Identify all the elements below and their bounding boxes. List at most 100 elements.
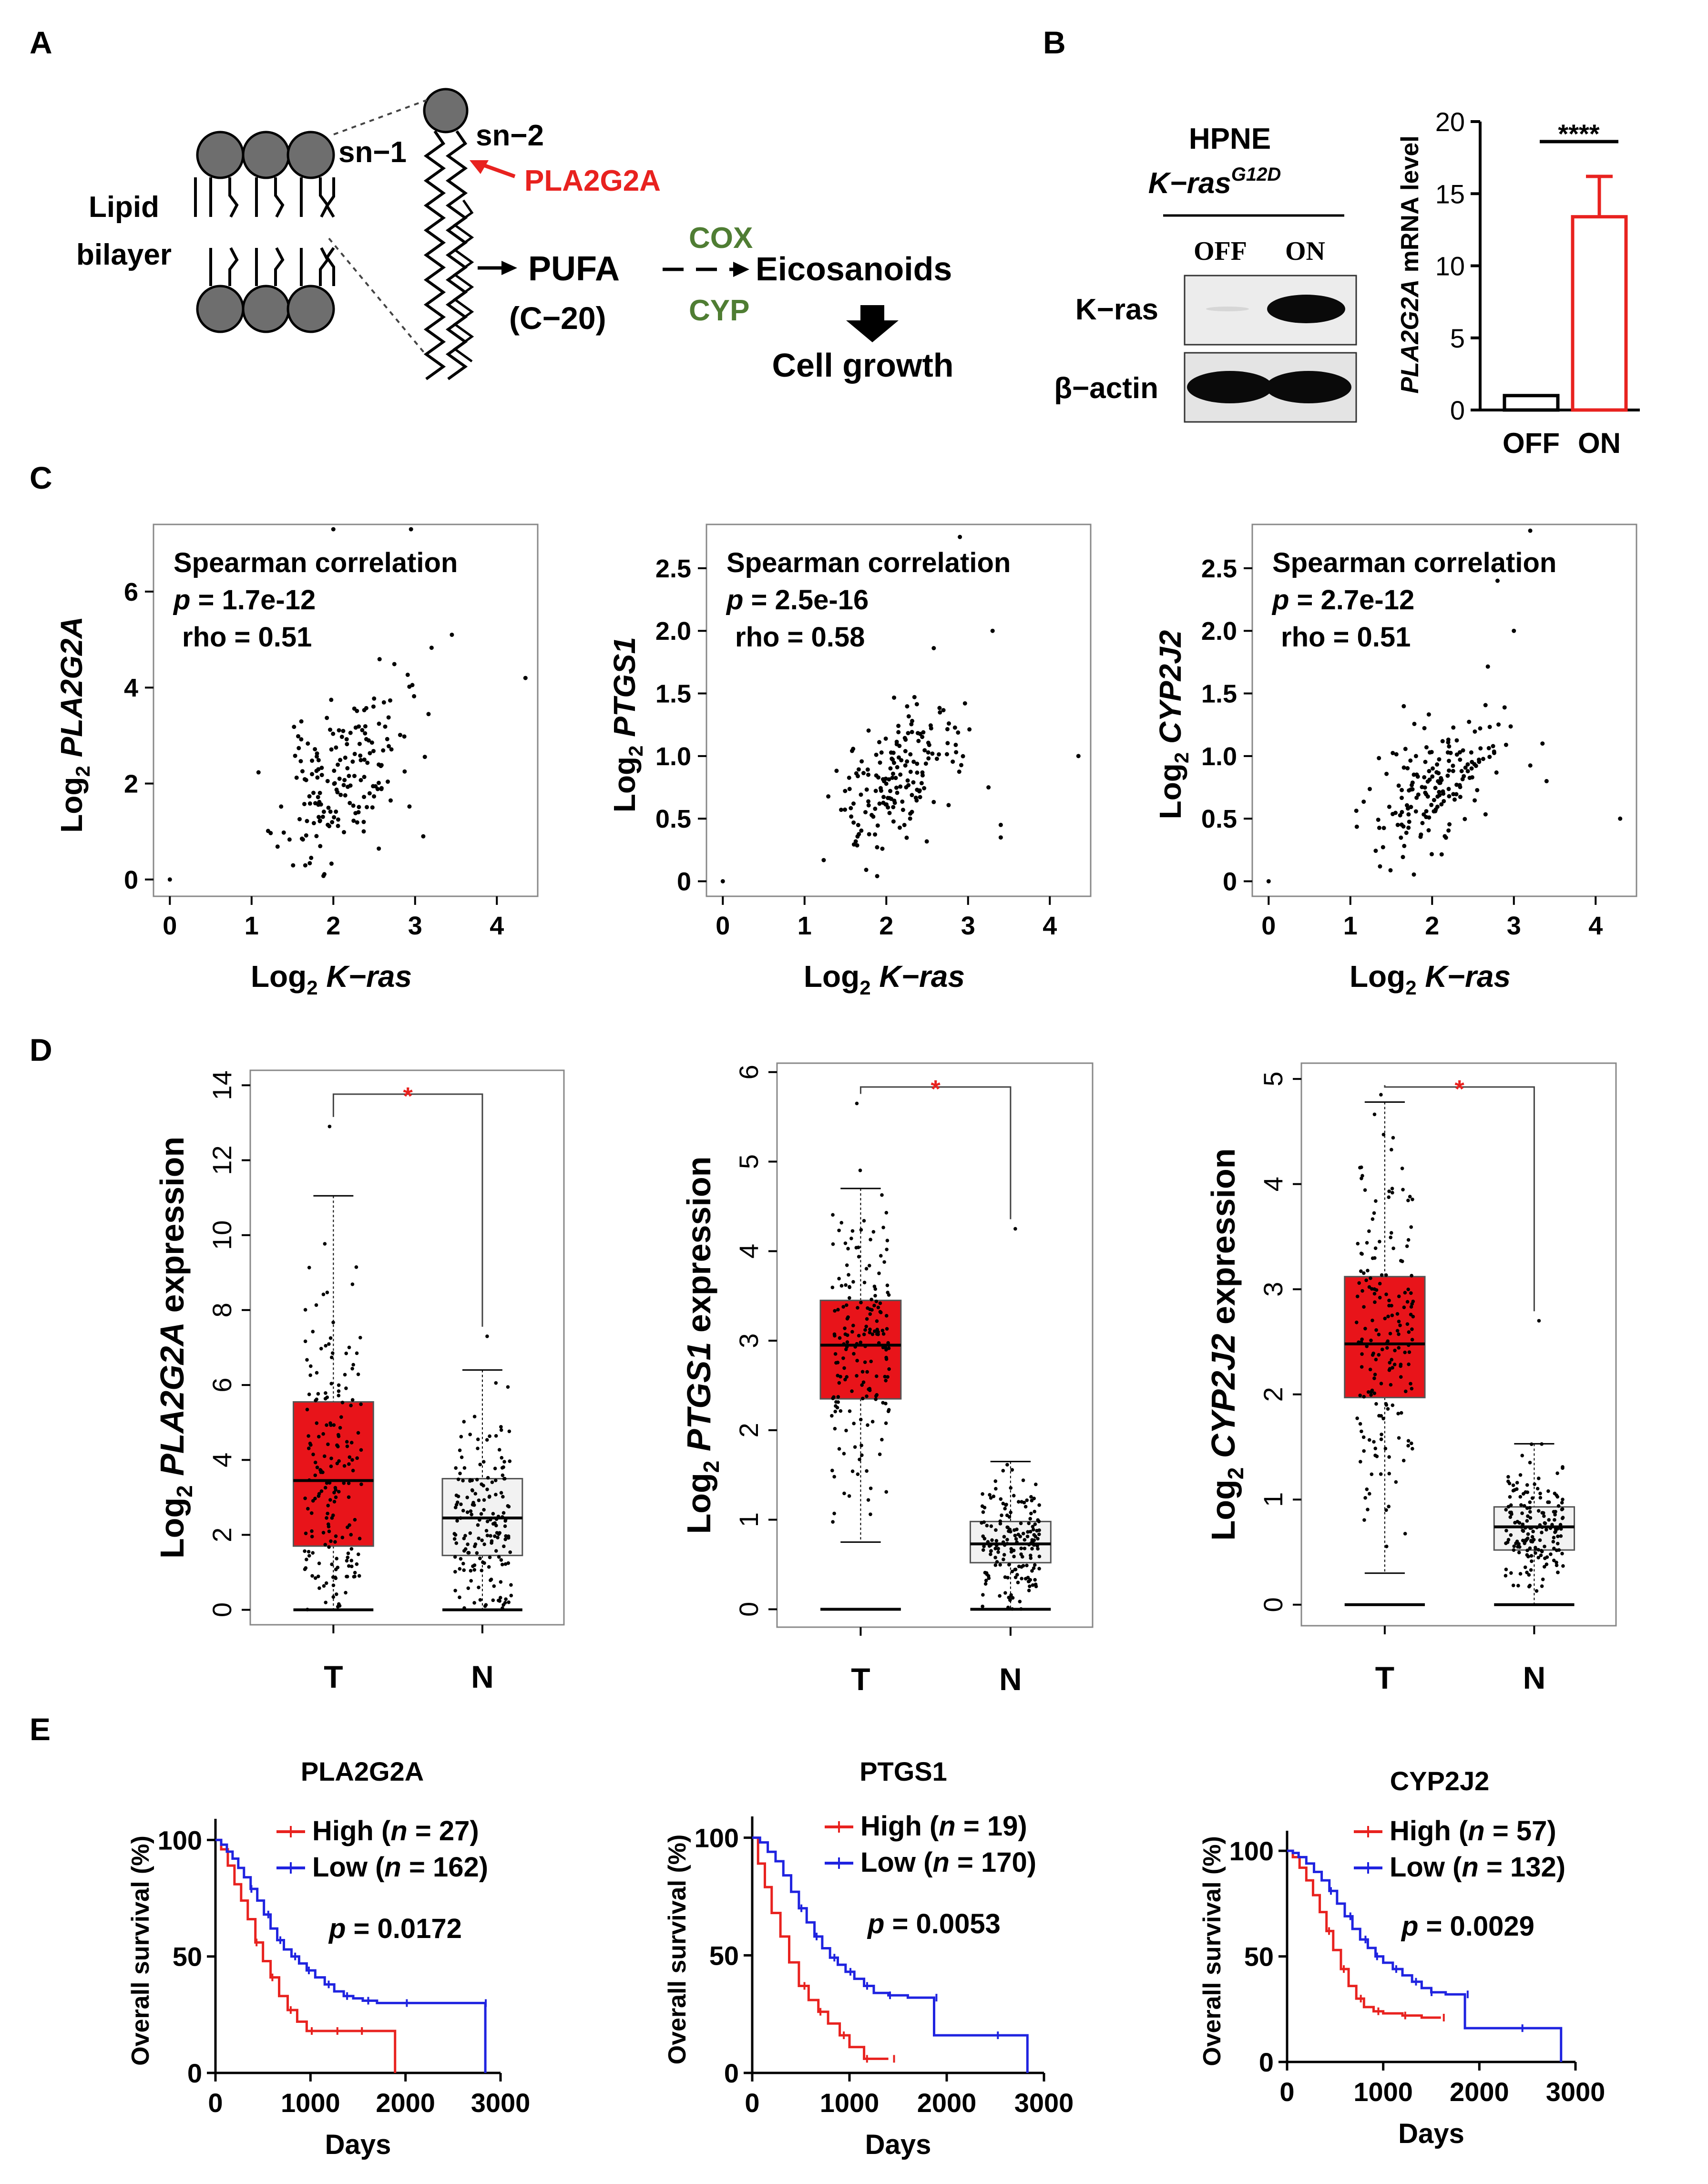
scatter-point (328, 810, 333, 814)
box-point (832, 1511, 836, 1516)
scatter-point (386, 715, 391, 720)
scatter-xtick-label: 0 (716, 912, 730, 940)
box-point (996, 1550, 1000, 1554)
scatter-point (910, 729, 914, 734)
box-point (845, 1345, 849, 1349)
box-point (1538, 1496, 1543, 1500)
box-point (314, 1303, 318, 1307)
scatter-point (1426, 828, 1431, 833)
box-point (1384, 1273, 1388, 1277)
box-point (1553, 1518, 1556, 1522)
box-point (493, 1466, 497, 1470)
scatter-point (1457, 783, 1462, 788)
scatter-point (316, 758, 321, 762)
box-ytick-label: 3 (734, 1333, 764, 1348)
box-point (504, 1534, 508, 1538)
box-point (1037, 1503, 1041, 1507)
scatter-point (896, 724, 901, 728)
box-point (981, 1492, 984, 1496)
box-point (461, 1561, 465, 1566)
panel-a-schematic: Lipid bilayer sn−1 sn−2 PLA2G2A PUFA (C−… (76, 88, 954, 384)
box-point (862, 1219, 866, 1223)
box-point (490, 1539, 494, 1543)
box-point (1358, 1166, 1362, 1170)
box-point (1001, 1501, 1005, 1506)
box-point (1544, 1528, 1548, 1532)
box-point (1014, 1537, 1018, 1541)
box-point (886, 1375, 890, 1379)
survival-y-axis-label: Overall survival (%) (127, 1835, 154, 2066)
box-point (1406, 1444, 1410, 1448)
scatter-point (1454, 738, 1459, 743)
box-point (1552, 1559, 1556, 1562)
scatter-point (1419, 832, 1423, 837)
box-point (1518, 1473, 1523, 1477)
box-point (462, 1568, 466, 1572)
box-point (1373, 1300, 1377, 1304)
box-point (458, 1471, 462, 1476)
scatter-point (1426, 712, 1431, 717)
lipid-tail-edge-right-bottom (325, 247, 335, 286)
scatter-point (352, 751, 357, 756)
scatter-point (338, 758, 343, 762)
box-point (459, 1435, 463, 1439)
box-point (491, 1598, 495, 1602)
box-point (465, 1496, 469, 1499)
scatter-point (365, 760, 370, 765)
box-point (841, 1305, 845, 1309)
scatter-point (358, 758, 363, 762)
scatter-point (372, 794, 377, 799)
box-point (355, 1456, 359, 1460)
box-point (857, 1333, 861, 1338)
box-point (869, 1512, 872, 1517)
scatter-point (944, 752, 949, 757)
box-point (1026, 1530, 1030, 1534)
box-point (1379, 1414, 1383, 1418)
enzyme-arrowhead-icon (470, 160, 489, 174)
box-point (884, 1421, 888, 1425)
box-ytick-label: 4 (734, 1244, 764, 1259)
scatter-point (1447, 822, 1452, 827)
box-point (349, 1441, 354, 1445)
box-category-label: T (1375, 1660, 1394, 1695)
box-point (834, 1361, 838, 1365)
box-point (1536, 1509, 1541, 1513)
box-point (308, 1441, 312, 1446)
box-point (841, 1356, 845, 1360)
box-point (1378, 1240, 1381, 1244)
box-point (848, 1296, 851, 1300)
box-point (1009, 1550, 1013, 1554)
box-point (880, 1437, 884, 1442)
box-point (323, 1486, 327, 1490)
down-arrow-icon (846, 305, 899, 342)
scatter-point (1406, 812, 1411, 817)
scatter-point (1401, 704, 1406, 708)
survival-xtick-label: 2000 (917, 2088, 977, 2118)
box-point (839, 1220, 844, 1225)
box-point (833, 1352, 838, 1356)
box-point (885, 1239, 890, 1242)
box-point (1032, 1541, 1035, 1546)
box-point (1541, 1577, 1545, 1581)
box-point (1397, 1320, 1401, 1323)
scatter-point (1435, 794, 1440, 799)
scatter-point (956, 730, 961, 735)
box-point (1010, 1607, 1014, 1611)
sn2-label: sn−2 (476, 119, 544, 152)
box-point (1405, 1244, 1409, 1248)
box-point (832, 1332, 837, 1336)
scatter-point (353, 811, 358, 816)
scatter-point (307, 794, 312, 799)
scatter-point (953, 742, 958, 747)
box-point (1022, 1500, 1026, 1505)
box-point (1535, 1526, 1539, 1529)
box-ytick-label: 10 (207, 1220, 237, 1250)
box-point (1529, 1554, 1534, 1558)
scatter-point (874, 752, 879, 757)
scatter-point (1442, 799, 1446, 803)
box-point (867, 1387, 870, 1391)
scatter-point (918, 795, 922, 800)
scatter-point (1422, 726, 1427, 730)
scatter-point (1403, 747, 1408, 751)
box-point (327, 1545, 331, 1549)
